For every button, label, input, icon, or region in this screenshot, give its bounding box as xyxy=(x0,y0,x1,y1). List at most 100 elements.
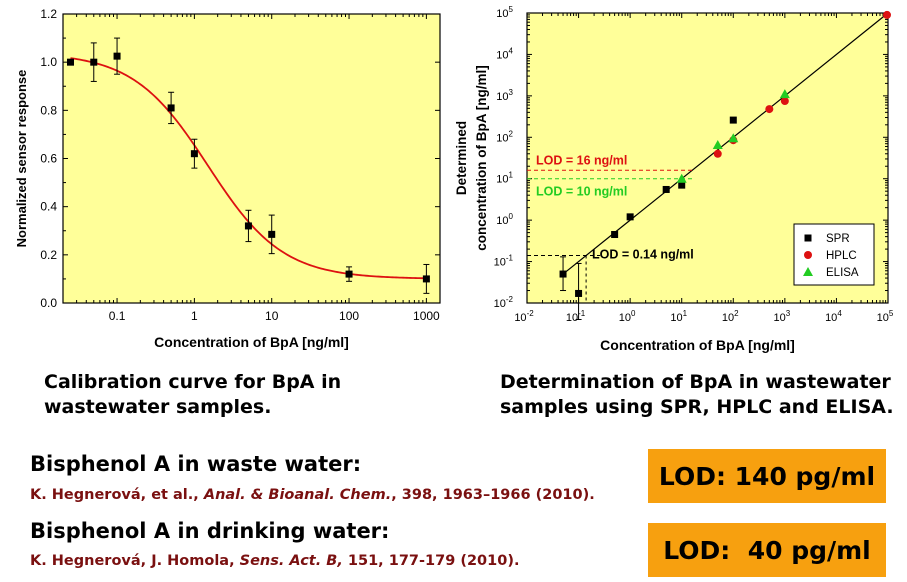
x-tick-label: 10-1 xyxy=(566,309,586,324)
lod-label-spr: LOD = 0.14 ng/ml xyxy=(592,248,694,262)
y-tick-label: 1.2 xyxy=(40,7,57,21)
y-tick-exponent: -1 xyxy=(506,254,514,263)
x-tick-exponent: -1 xyxy=(578,309,586,318)
data-point-elisa xyxy=(803,267,813,276)
x-tick-exponent: 5 xyxy=(889,309,894,318)
data-point-spr xyxy=(678,181,686,189)
heading-drinking-water: Bisphenol A in drinking water: xyxy=(30,519,390,543)
ref2-journal: Sens. Act. B, xyxy=(239,553,343,569)
lod-badge-drinking-water: LOD: 40 pg/ml xyxy=(648,523,886,577)
y-tick-label: 0.4 xyxy=(40,200,57,214)
y-tick-exponent: -2 xyxy=(506,295,514,304)
y-tick-label: 105 xyxy=(496,5,513,20)
x-tick-exponent: -2 xyxy=(527,309,535,318)
x-axis-label: Concentration of BpA [ng/ml] xyxy=(600,337,795,353)
y-tick-label: 1.0 xyxy=(40,55,57,69)
ref2-tail: 151, 177-179 (2010). xyxy=(342,553,520,569)
data-point-spr xyxy=(729,116,737,124)
data-point xyxy=(268,230,276,238)
caption-right: Determination of BpA in wastewater sampl… xyxy=(500,371,894,418)
lod-label-hplc: LOD = 16 ng/ml xyxy=(536,153,627,167)
data-point-spr xyxy=(662,185,670,193)
x-tick-label: 102 xyxy=(722,309,739,324)
data-point-hplc xyxy=(765,105,774,114)
x-tick-label: 103 xyxy=(774,309,791,324)
data-point-hplc xyxy=(780,97,789,106)
x-tick-label: 0.1 xyxy=(109,309,126,323)
y-tick-exponent: 2 xyxy=(509,129,514,138)
data-point-spr xyxy=(559,270,567,278)
y-tick-label: 0.6 xyxy=(40,152,57,166)
y-tick-label: 10-1 xyxy=(494,254,514,269)
y-tick-label: 104 xyxy=(496,46,513,61)
data-point-hplc xyxy=(713,149,722,158)
data-point-spr xyxy=(804,234,812,242)
x-tick-label: 10-2 xyxy=(514,309,534,324)
caption-left: Calibration curve for BpA in wastewater … xyxy=(44,371,342,418)
x-tick-exponent: 1 xyxy=(683,309,688,318)
plot-area xyxy=(62,13,441,304)
y-tick-label: 10-2 xyxy=(494,295,514,310)
y-tick-label: 102 xyxy=(496,129,513,144)
x-tick-label: 104 xyxy=(825,309,842,324)
data-point-elisa xyxy=(676,173,687,183)
y-tick-exponent: 0 xyxy=(509,212,514,221)
y-tick-label: 100 xyxy=(496,212,513,227)
y-axis-label: Normalized sensor response xyxy=(14,70,29,248)
calibration-chart: 0.0 0.2 0.4 0.6 0.8 1.0 1.2 0.1 1 10 100 1000 Concen… xyxy=(14,7,441,350)
y-tick-label: 103 xyxy=(496,88,513,103)
data-point-hplc xyxy=(883,10,891,19)
lod-label-elisa: LOD = 10 ng/ml xyxy=(536,185,627,199)
y-axis-label-line1: Determined xyxy=(454,121,469,195)
ref1-tail: , 398, 1963–1966 (2010). xyxy=(391,487,595,503)
data-point-elisa xyxy=(728,133,739,143)
x-tick-exponent: 2 xyxy=(734,309,739,318)
data-point-elisa xyxy=(779,89,790,99)
y-tick-label: 0.2 xyxy=(40,248,57,262)
y-tick-exponent: 3 xyxy=(509,88,514,97)
x-tick-label: 1 xyxy=(191,309,198,323)
data-point xyxy=(244,222,252,230)
data-point-hplc xyxy=(804,251,812,259)
y-tick-label: 101 xyxy=(496,171,513,186)
x-tick-exponent: 4 xyxy=(837,309,842,318)
data-point-elisa xyxy=(712,140,723,150)
x-tick-exponent: 3 xyxy=(786,309,791,318)
y-tick-label: 0.8 xyxy=(40,103,57,117)
data-point-spr xyxy=(626,213,634,221)
ref1-journal: Anal. & Bioanal. Chem. xyxy=(203,487,392,503)
legend-label: ELISA xyxy=(826,267,859,279)
data-point xyxy=(345,270,353,278)
x-tick-label: 1000 xyxy=(413,309,440,323)
x-tick-label: 105 xyxy=(877,309,894,324)
legend-label: SPR xyxy=(826,233,850,245)
legend-label: HPLC xyxy=(826,250,857,262)
data-point xyxy=(113,52,121,60)
x-tick-label: 10 xyxy=(265,309,279,323)
x-tick-label: 100 xyxy=(339,309,359,323)
reference-drinking-water: K. Hegnerová, J. Homola, Sens. Act. B, 1… xyxy=(30,553,519,569)
x-tick-label: 101 xyxy=(670,309,687,324)
data-point xyxy=(190,150,198,158)
y-tick-exponent: 5 xyxy=(509,5,514,14)
determination-chart: 10-210-210-110-1100100101101102102103103… xyxy=(454,5,894,353)
lod-badge-waste-water: LOD: 140 pg/ml xyxy=(648,449,886,503)
ref1-authors: K. Hegnerová, et al., xyxy=(30,487,204,503)
heading-waste-water: Bisphenol A in waste water: xyxy=(30,452,362,476)
data-point xyxy=(66,58,74,66)
data-point xyxy=(422,275,430,283)
ref2-authors: K. Hegnerová, J. Homola, xyxy=(30,553,240,569)
reference-waste-water: K. Hegnerová, et al., Anal. & Bioanal. C… xyxy=(30,487,595,503)
data-point xyxy=(90,58,98,66)
data-point-spr xyxy=(611,231,619,239)
y-tick-exponent: 4 xyxy=(509,46,514,55)
x-tick-label: 100 xyxy=(619,309,636,324)
x-tick-exponent: 0 xyxy=(631,309,636,318)
data-point xyxy=(167,104,175,112)
y-axis-label-line2: concentration of BpA [ng/ml] xyxy=(474,65,489,251)
y-tick-exponent: 1 xyxy=(509,171,514,180)
identity-line xyxy=(562,12,889,275)
data-point-spr xyxy=(575,289,583,297)
x-axis-label: Concentration of BpA [ng/ml] xyxy=(154,334,349,350)
